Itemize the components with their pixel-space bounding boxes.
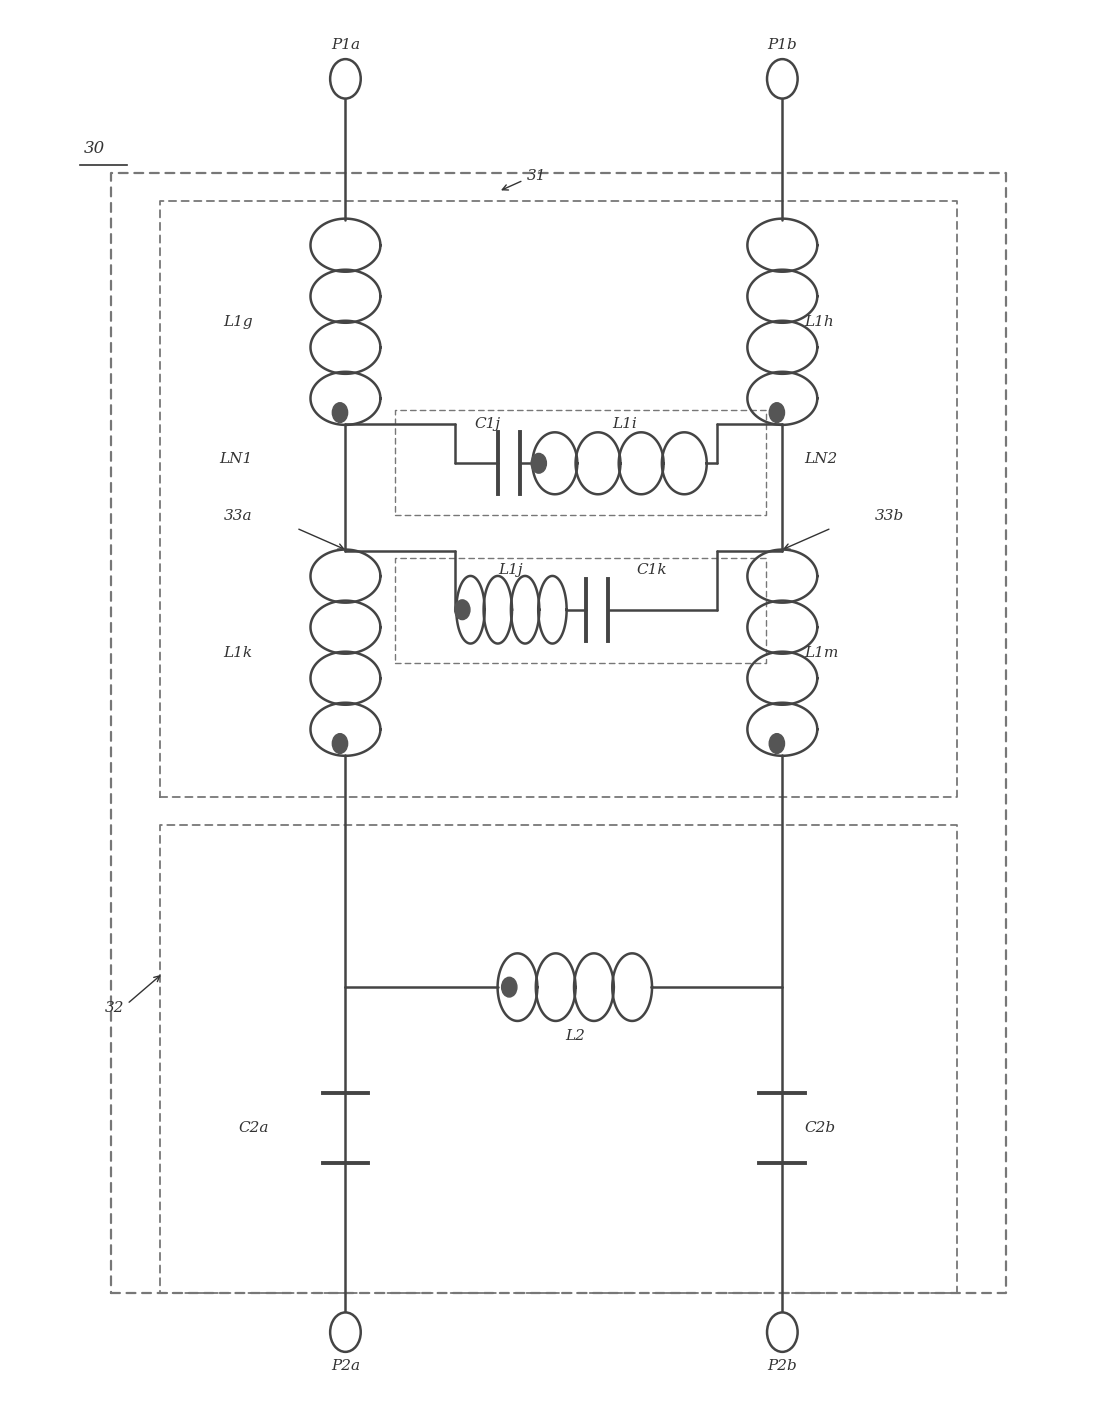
Text: LN1: LN1 xyxy=(219,452,253,466)
Text: LN2: LN2 xyxy=(804,452,838,466)
Text: P1a: P1a xyxy=(331,38,360,52)
Text: L2: L2 xyxy=(565,1030,585,1043)
Text: L1g: L1g xyxy=(223,315,253,329)
Text: L1j: L1j xyxy=(498,563,522,577)
Circle shape xyxy=(332,402,347,422)
Circle shape xyxy=(331,1312,360,1352)
Text: P2a: P2a xyxy=(331,1359,360,1373)
Circle shape xyxy=(769,402,784,422)
Text: L1m: L1m xyxy=(804,646,839,660)
Text: 30: 30 xyxy=(83,141,104,158)
Text: L1h: L1h xyxy=(804,315,834,329)
Circle shape xyxy=(766,59,797,99)
Text: 32: 32 xyxy=(105,1002,125,1016)
Circle shape xyxy=(769,734,784,753)
Circle shape xyxy=(454,600,470,619)
Text: P2b: P2b xyxy=(768,1359,797,1373)
Text: C2a: C2a xyxy=(239,1120,269,1134)
Text: L1i: L1i xyxy=(613,416,637,430)
Text: 33a: 33a xyxy=(224,508,253,522)
Text: L1k: L1k xyxy=(223,646,253,660)
Circle shape xyxy=(766,1312,797,1352)
Text: 31: 31 xyxy=(527,169,546,183)
Text: C1k: C1k xyxy=(636,563,667,577)
Circle shape xyxy=(502,978,517,998)
Text: C1j: C1j xyxy=(474,416,500,430)
Circle shape xyxy=(331,59,360,99)
Circle shape xyxy=(531,453,546,473)
Text: C2b: C2b xyxy=(804,1120,835,1134)
Circle shape xyxy=(332,734,347,753)
Text: P1b: P1b xyxy=(768,38,797,52)
Text: 33b: 33b xyxy=(875,508,904,522)
